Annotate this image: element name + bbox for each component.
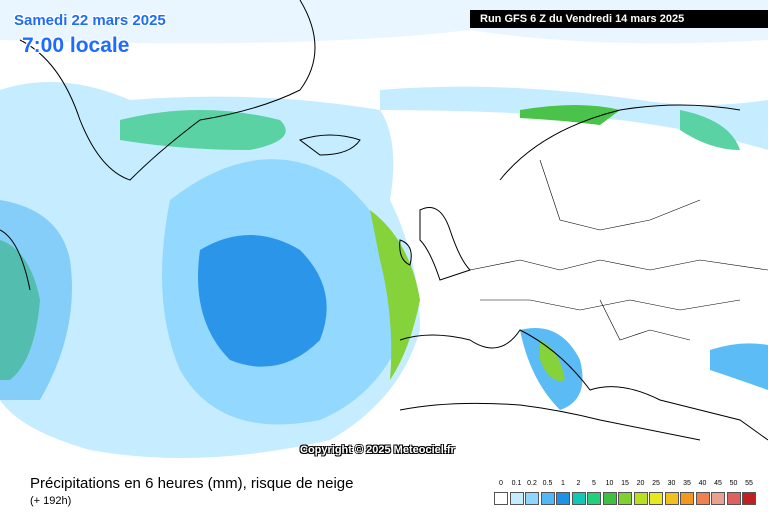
legend-label: 15 <box>621 480 629 487</box>
map-date: Samedi 22 mars 2025 <box>14 12 166 29</box>
footer: Précipitations en 6 heures (mm), risque … <box>0 470 768 512</box>
legend-swatch <box>540 492 555 505</box>
copyright: Copyright © 2025 Meteociel.fr <box>300 444 455 456</box>
legend-swatch <box>494 492 508 505</box>
legend-swatch <box>525 492 539 505</box>
legend-label: 0 <box>499 480 503 487</box>
legend-label: 2 <box>576 480 581 487</box>
legend-swatch <box>571 492 586 505</box>
legend-label: 25 <box>652 480 660 487</box>
legend-label: 30 <box>667 480 676 487</box>
legend-subtitle: (+ 192h) <box>30 495 72 507</box>
legend-swatch <box>633 492 648 505</box>
legend-swatch <box>602 492 617 505</box>
legend-label: 10 <box>605 480 614 487</box>
legend-scale: 0 0.1 0.2 0.5 1 2 5 10 15 20 25 30 35 40 45 50 55 <box>494 478 758 508</box>
map <box>0 0 768 458</box>
legend-label: 0.1 <box>511 480 522 487</box>
legend-swatch <box>649 492 663 505</box>
legend-label: 5 <box>592 480 596 487</box>
legend-swatch <box>618 492 632 505</box>
run-info: Run GFS 6 Z du Vendredi 14 mars 2025 <box>470 10 768 28</box>
legend-title: Précipitations en 6 heures (mm), risque … <box>30 475 354 492</box>
legend-swatch <box>509 492 524 505</box>
legend-swatch <box>695 492 710 505</box>
legend-swatch <box>556 492 570 505</box>
legend-label: 0.2 <box>527 480 537 487</box>
map-time: 7:00 locale <box>22 34 130 57</box>
legend-label: 50 <box>729 480 738 487</box>
legend-swatch <box>680 492 694 505</box>
legend-swatch <box>726 492 741 505</box>
legend-swatch <box>742 492 756 505</box>
legend-label: 1 <box>561 480 565 487</box>
legend-label: 35 <box>683 480 691 487</box>
legend-label: 55 <box>745 480 753 487</box>
legend-label: 0.5 <box>542 480 553 487</box>
legend-label: 45 <box>714 480 722 487</box>
legend-swatch <box>664 492 679 505</box>
legend-swatch <box>587 492 601 505</box>
legend-label: 40 <box>698 480 707 487</box>
legend-swatch <box>711 492 725 505</box>
legend-label: 20 <box>636 480 645 487</box>
